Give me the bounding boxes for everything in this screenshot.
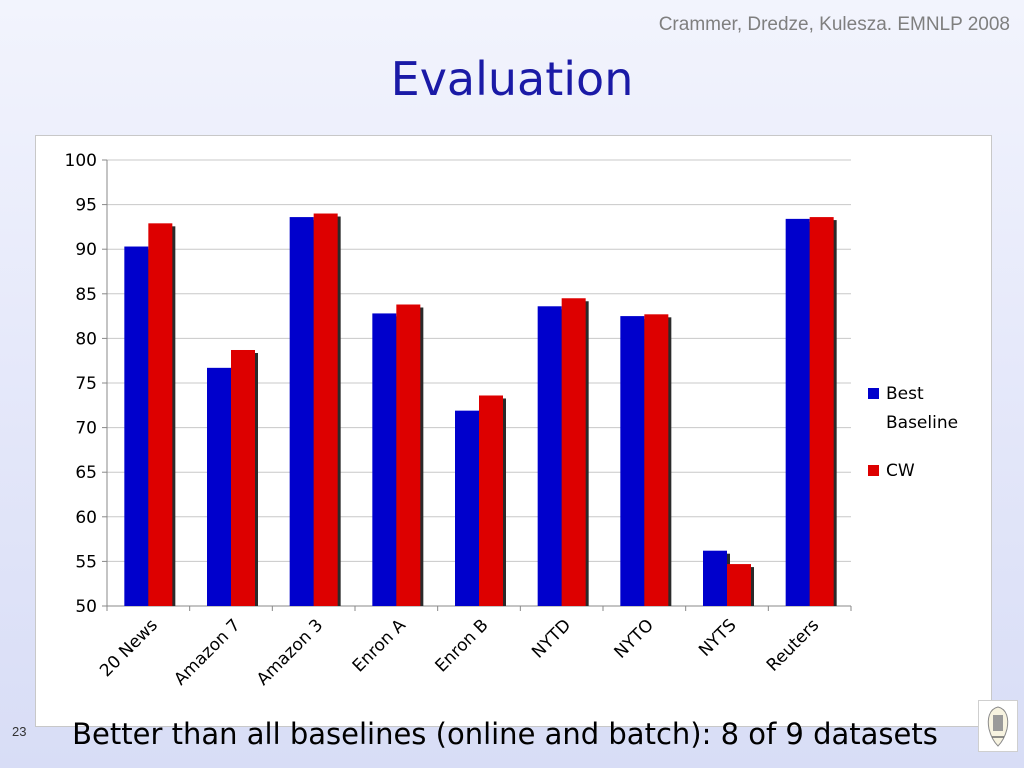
x-category-label: NYTS [695, 615, 740, 660]
y-tick-label: 95 [75, 196, 97, 216]
slide-number: 23 [12, 724, 27, 739]
bar-best-baseline [537, 306, 562, 606]
citation: Crammer, Dredze, Kulesza. EMNLP 2008 [658, 14, 1010, 35]
y-tick-label: 55 [75, 552, 97, 572]
y-tick-label: 60 [75, 508, 97, 528]
bar-chart: 50 55 60 65 70 75 80 85 90 95 100 20 News Amazon 7 Am… [65, 151, 959, 690]
x-category-label: Enron A [349, 615, 410, 676]
y-tick-label: 90 [75, 240, 97, 260]
y-tick-label: 65 [75, 463, 97, 483]
x-category-label: Amazon 7 [170, 615, 244, 689]
bar-cw [231, 349, 255, 606]
university-logo [978, 700, 1018, 752]
bar-cw [396, 304, 421, 606]
legend-item-best-baseline-label: Best [886, 384, 924, 404]
slide-title: Evaluation [390, 52, 634, 106]
bar-cw [644, 314, 669, 606]
x-category-label: Reuters [763, 615, 823, 675]
bar-best-baseline [455, 410, 479, 606]
bar-best-baseline [289, 217, 314, 606]
bar-best-baseline [124, 246, 149, 607]
y-tick-label: 75 [75, 374, 97, 394]
bar-cw [313, 213, 338, 606]
legend-item-cw-swatch [868, 465, 879, 476]
legend-item-best-baseline-swatch [868, 388, 879, 399]
legend-item-best-baseline-label: Baseline [886, 413, 958, 433]
y-tick-label: 100 [65, 151, 97, 171]
y-tick-label: 50 [75, 597, 97, 617]
chart-panel: 50 55 60 65 70 75 80 85 90 95 100 20 News Amazon 7 Am… [35, 135, 992, 727]
y-tick-label: 70 [75, 419, 97, 439]
bar-best-baseline [207, 367, 231, 606]
bar-best-baseline [372, 313, 397, 606]
y-tick-label: 80 [75, 329, 97, 349]
bar-cw [561, 298, 586, 606]
bar-cw [727, 564, 751, 606]
x-category-label: NYTO [611, 615, 658, 662]
x-category-label: NYTD [528, 615, 575, 662]
x-category-label: Enron B [431, 615, 492, 676]
y-tick-label: 85 [75, 285, 97, 305]
bar-best-baseline [620, 316, 645, 606]
x-category-label: 20 News [96, 615, 162, 681]
legend-item-cw-label: CW [886, 461, 915, 481]
slide-caption: Better than all baselines (online and ba… [72, 717, 938, 751]
bar-best-baseline [785, 218, 810, 606]
bar-cw [809, 217, 834, 606]
bar-best-baseline [703, 550, 727, 606]
bar-cw [148, 223, 173, 606]
x-category-label: Amazon 3 [253, 615, 327, 689]
bar-cw [479, 395, 503, 606]
